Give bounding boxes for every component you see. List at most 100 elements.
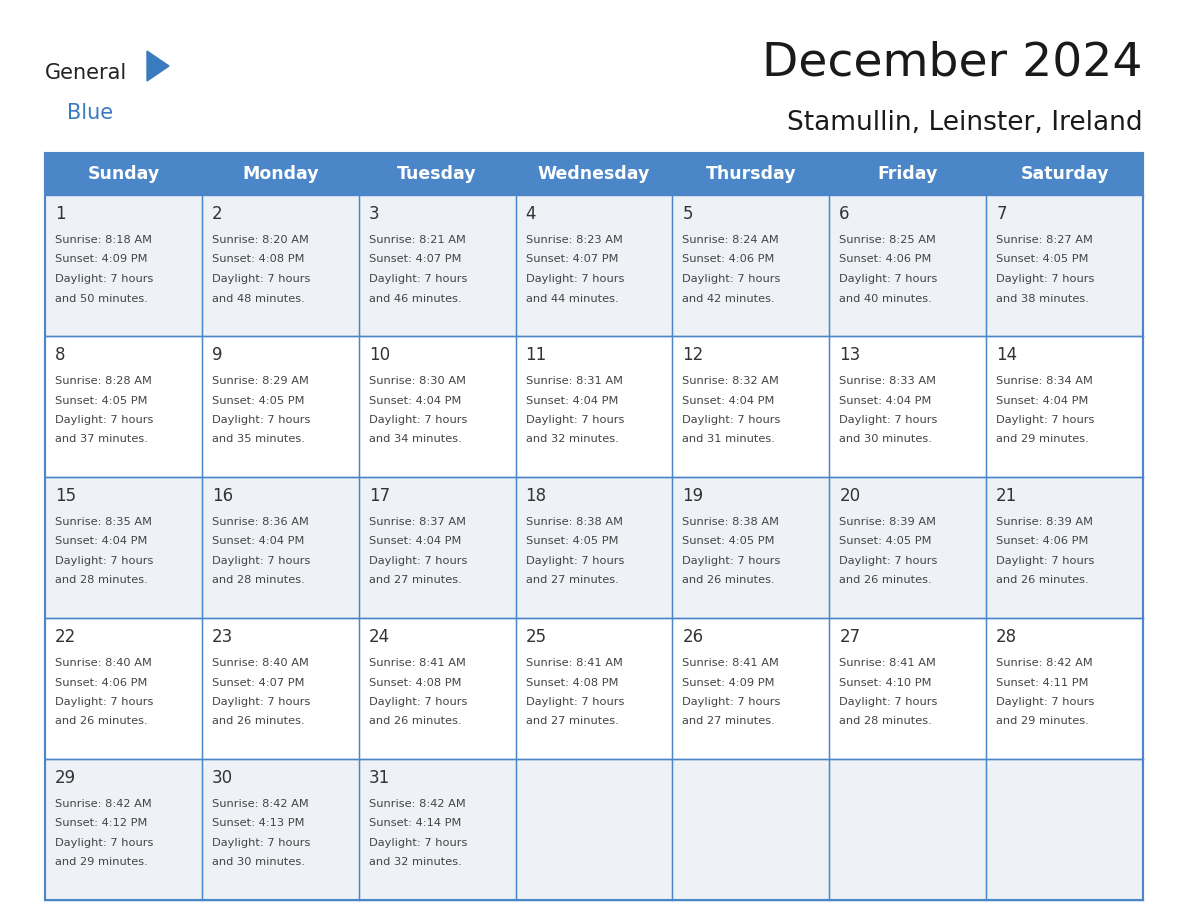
Text: and 29 minutes.: and 29 minutes. — [997, 717, 1089, 726]
Text: Daylight: 7 hours: Daylight: 7 hours — [55, 415, 153, 425]
Text: Sunset: 4:07 PM: Sunset: 4:07 PM — [368, 254, 461, 264]
Text: and 35 minutes.: and 35 minutes. — [211, 434, 305, 444]
Text: Sunset: 4:04 PM: Sunset: 4:04 PM — [997, 396, 1088, 406]
Text: Sunset: 4:05 PM: Sunset: 4:05 PM — [55, 396, 147, 406]
Text: Daylight: 7 hours: Daylight: 7 hours — [839, 415, 937, 425]
Text: 17: 17 — [368, 487, 390, 505]
Text: 23: 23 — [211, 628, 233, 646]
Text: Sunrise: 8:21 AM: Sunrise: 8:21 AM — [368, 235, 466, 245]
Text: and 29 minutes.: and 29 minutes. — [997, 434, 1089, 444]
Text: Sunrise: 8:41 AM: Sunrise: 8:41 AM — [525, 658, 623, 668]
Text: Sunrise: 8:39 AM: Sunrise: 8:39 AM — [997, 517, 1093, 527]
Text: Sunrise: 8:38 AM: Sunrise: 8:38 AM — [682, 517, 779, 527]
Text: Sunset: 4:06 PM: Sunset: 4:06 PM — [682, 254, 775, 264]
Text: Sunrise: 8:30 AM: Sunrise: 8:30 AM — [368, 376, 466, 386]
Text: and 30 minutes.: and 30 minutes. — [211, 857, 305, 868]
Text: 10: 10 — [368, 346, 390, 364]
Bar — [45, 153, 1143, 900]
Text: Daylight: 7 hours: Daylight: 7 hours — [368, 274, 467, 284]
Text: Sunrise: 8:18 AM: Sunrise: 8:18 AM — [55, 235, 152, 245]
Text: 20: 20 — [839, 487, 860, 505]
Text: Sunrise: 8:41 AM: Sunrise: 8:41 AM — [368, 658, 466, 668]
Text: 19: 19 — [682, 487, 703, 505]
Text: Sunset: 4:09 PM: Sunset: 4:09 PM — [55, 254, 147, 264]
Text: Daylight: 7 hours: Daylight: 7 hours — [55, 838, 153, 848]
Text: Daylight: 7 hours: Daylight: 7 hours — [55, 274, 153, 284]
Text: Sunrise: 8:39 AM: Sunrise: 8:39 AM — [839, 517, 936, 527]
Text: Sunset: 4:09 PM: Sunset: 4:09 PM — [682, 677, 775, 688]
Text: Sunrise: 8:23 AM: Sunrise: 8:23 AM — [525, 235, 623, 245]
Bar — [45, 759, 1143, 900]
Text: Sunrise: 8:36 AM: Sunrise: 8:36 AM — [211, 517, 309, 527]
Text: Sunset: 4:05 PM: Sunset: 4:05 PM — [997, 254, 1088, 264]
Text: Sunrise: 8:42 AM: Sunrise: 8:42 AM — [997, 658, 1093, 668]
Text: Sunrise: 8:32 AM: Sunrise: 8:32 AM — [682, 376, 779, 386]
Text: Sunrise: 8:34 AM: Sunrise: 8:34 AM — [997, 376, 1093, 386]
Text: and 32 minutes.: and 32 minutes. — [525, 434, 618, 444]
Text: Daylight: 7 hours: Daylight: 7 hours — [211, 697, 310, 707]
Text: Sunrise: 8:28 AM: Sunrise: 8:28 AM — [55, 376, 152, 386]
Bar — [45, 153, 1143, 195]
Text: 1: 1 — [55, 205, 65, 223]
Text: Daylight: 7 hours: Daylight: 7 hours — [682, 697, 781, 707]
Text: Sunset: 4:06 PM: Sunset: 4:06 PM — [997, 536, 1088, 546]
Text: Daylight: 7 hours: Daylight: 7 hours — [211, 556, 310, 566]
Text: and 27 minutes.: and 27 minutes. — [368, 576, 461, 586]
Text: Daylight: 7 hours: Daylight: 7 hours — [211, 838, 310, 848]
Text: Blue: Blue — [67, 103, 113, 123]
Text: 27: 27 — [839, 628, 860, 646]
Text: and 28 minutes.: and 28 minutes. — [211, 576, 304, 586]
Text: Sunset: 4:04 PM: Sunset: 4:04 PM — [368, 396, 461, 406]
Text: Daylight: 7 hours: Daylight: 7 hours — [368, 556, 467, 566]
Text: Daylight: 7 hours: Daylight: 7 hours — [211, 415, 310, 425]
Text: 5: 5 — [682, 205, 693, 223]
Text: Daylight: 7 hours: Daylight: 7 hours — [525, 556, 624, 566]
Text: and 44 minutes.: and 44 minutes. — [525, 294, 618, 304]
Text: Sunset: 4:04 PM: Sunset: 4:04 PM — [682, 396, 775, 406]
Text: 26: 26 — [682, 628, 703, 646]
Text: Sunset: 4:12 PM: Sunset: 4:12 PM — [55, 819, 147, 829]
Text: and 42 minutes.: and 42 minutes. — [682, 294, 775, 304]
Text: Sunset: 4:08 PM: Sunset: 4:08 PM — [368, 677, 461, 688]
Text: Sunset: 4:06 PM: Sunset: 4:06 PM — [839, 254, 931, 264]
Text: 11: 11 — [525, 346, 546, 364]
Text: and 27 minutes.: and 27 minutes. — [525, 717, 618, 726]
Text: Sunset: 4:04 PM: Sunset: 4:04 PM — [368, 536, 461, 546]
Text: Sunset: 4:05 PM: Sunset: 4:05 PM — [211, 396, 304, 406]
Text: 29: 29 — [55, 769, 76, 787]
Text: Sunday: Sunday — [87, 165, 159, 183]
Polygon shape — [147, 51, 169, 81]
Text: and 26 minutes.: and 26 minutes. — [839, 576, 931, 586]
Text: and 40 minutes.: and 40 minutes. — [839, 294, 933, 304]
Text: 12: 12 — [682, 346, 703, 364]
Text: 28: 28 — [997, 628, 1017, 646]
Text: Sunrise: 8:27 AM: Sunrise: 8:27 AM — [997, 235, 1093, 245]
Text: Sunrise: 8:40 AM: Sunrise: 8:40 AM — [55, 658, 152, 668]
Text: Daylight: 7 hours: Daylight: 7 hours — [682, 556, 781, 566]
Text: 4: 4 — [525, 205, 536, 223]
Text: and 37 minutes.: and 37 minutes. — [55, 434, 147, 444]
Text: Daylight: 7 hours: Daylight: 7 hours — [997, 697, 1094, 707]
Text: Daylight: 7 hours: Daylight: 7 hours — [839, 697, 937, 707]
Bar — [45, 477, 1143, 618]
Text: Sunset: 4:10 PM: Sunset: 4:10 PM — [839, 677, 931, 688]
Text: Daylight: 7 hours: Daylight: 7 hours — [682, 415, 781, 425]
Text: Sunrise: 8:42 AM: Sunrise: 8:42 AM — [211, 799, 309, 809]
Text: Sunset: 4:11 PM: Sunset: 4:11 PM — [997, 677, 1088, 688]
Text: General: General — [45, 63, 127, 83]
Text: Sunrise: 8:37 AM: Sunrise: 8:37 AM — [368, 517, 466, 527]
Text: 31: 31 — [368, 769, 390, 787]
Text: Daylight: 7 hours: Daylight: 7 hours — [997, 274, 1094, 284]
Text: Sunrise: 8:35 AM: Sunrise: 8:35 AM — [55, 517, 152, 527]
Text: 2: 2 — [211, 205, 222, 223]
Text: Daylight: 7 hours: Daylight: 7 hours — [997, 415, 1094, 425]
Text: Sunset: 4:05 PM: Sunset: 4:05 PM — [682, 536, 775, 546]
Text: Saturday: Saturday — [1020, 165, 1108, 183]
Text: and 32 minutes.: and 32 minutes. — [368, 857, 461, 868]
Text: and 27 minutes.: and 27 minutes. — [525, 576, 618, 586]
Text: 3: 3 — [368, 205, 379, 223]
Text: 8: 8 — [55, 346, 65, 364]
Text: Sunset: 4:05 PM: Sunset: 4:05 PM — [839, 536, 931, 546]
Text: Sunrise: 8:31 AM: Sunrise: 8:31 AM — [525, 376, 623, 386]
Text: December 2024: December 2024 — [763, 40, 1143, 85]
